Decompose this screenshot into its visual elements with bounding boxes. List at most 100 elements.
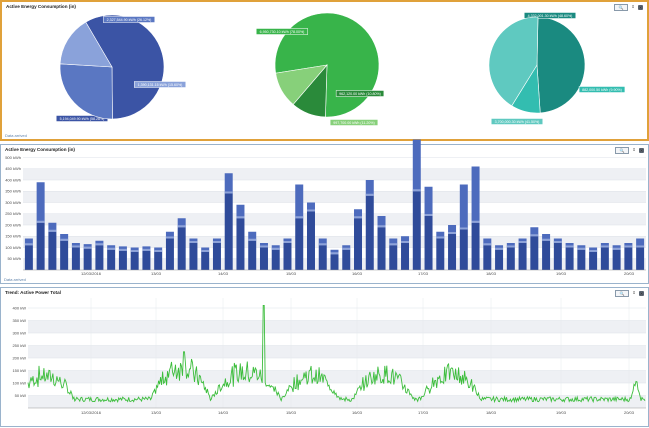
bar-top[interactable]	[577, 245, 586, 250]
bar[interactable]	[553, 243, 562, 270]
bar-top[interactable]	[330, 249, 339, 255]
bar[interactable]	[60, 240, 69, 270]
bar[interactable]	[342, 249, 351, 270]
bar-top[interactable]	[189, 238, 198, 244]
bar-top[interactable]	[365, 180, 374, 196]
pie-slice[interactable]	[59, 63, 113, 120]
bar[interactable]	[107, 249, 116, 270]
bar[interactable]	[412, 191, 421, 270]
bar-top[interactable]	[118, 246, 127, 251]
bar[interactable]	[130, 252, 139, 270]
zoom-icon[interactable]: 🔍	[615, 146, 629, 154]
bar[interactable]	[530, 236, 539, 270]
bar[interactable]	[259, 247, 268, 271]
bar-top[interactable]	[401, 236, 410, 243]
bar-top[interactable]	[212, 238, 221, 244]
pie-slice[interactable]	[275, 64, 328, 105]
pie-slice[interactable]	[59, 21, 113, 68]
close-icon[interactable]: ✕	[639, 290, 644, 296]
bar[interactable]	[436, 238, 445, 271]
bar[interactable]	[459, 229, 468, 271]
bar-top[interactable]	[71, 243, 80, 248]
bar-top[interactable]	[154, 247, 163, 253]
bar[interactable]	[24, 245, 33, 270]
bar[interactable]	[318, 245, 327, 270]
bar-top[interactable]	[318, 238, 327, 246]
bar[interactable]	[624, 247, 633, 271]
bar-top[interactable]	[306, 202, 315, 212]
bar-top[interactable]	[636, 238, 645, 248]
bar-top[interactable]	[471, 166, 480, 223]
pie-slice[interactable]	[536, 16, 586, 114]
bar-top[interactable]	[553, 238, 562, 244]
bar[interactable]	[212, 243, 221, 270]
bar-top[interactable]	[248, 231, 257, 241]
bar-top[interactable]	[236, 204, 245, 219]
bar-top[interactable]	[377, 216, 386, 228]
bar[interactable]	[71, 247, 80, 271]
bar[interactable]	[295, 218, 304, 270]
bar-top[interactable]	[448, 225, 457, 234]
bar-top[interactable]	[142, 246, 151, 251]
bar[interactable]	[48, 231, 57, 270]
bar[interactable]	[518, 243, 527, 270]
bar[interactable]	[483, 245, 492, 270]
bar[interactable]	[248, 240, 257, 270]
zoom-icon[interactable]: 🔍	[614, 3, 628, 11]
bar[interactable]	[424, 216, 433, 270]
bar-top[interactable]	[83, 244, 92, 249]
bar[interactable]	[154, 252, 163, 270]
bar-top[interactable]	[459, 184, 468, 230]
bar-top[interactable]	[495, 245, 504, 250]
bar[interactable]	[365, 195, 374, 270]
bar[interactable]	[565, 247, 574, 271]
bar-top[interactable]	[518, 238, 527, 244]
bar[interactable]	[495, 249, 504, 270]
bar[interactable]	[189, 243, 198, 270]
bar-top[interactable]	[283, 238, 292, 244]
bar[interactable]	[306, 211, 315, 271]
pin-icon[interactable]: ⇕	[632, 147, 636, 152]
bar[interactable]	[236, 218, 245, 270]
bar[interactable]	[636, 247, 645, 271]
bar-top[interactable]	[342, 245, 351, 250]
bar-top[interactable]	[600, 243, 609, 248]
bar-top[interactable]	[424, 186, 433, 216]
bar-top[interactable]	[506, 243, 515, 248]
bar[interactable]	[448, 234, 457, 270]
bar[interactable]	[389, 245, 398, 270]
bar[interactable]	[95, 245, 104, 270]
bar-top[interactable]	[436, 231, 445, 239]
bar[interactable]	[354, 218, 363, 270]
pin-icon[interactable]: ⇕	[632, 290, 636, 295]
bar-top[interactable]	[60, 234, 69, 241]
bar-top[interactable]	[36, 182, 45, 223]
bar-top[interactable]	[165, 231, 174, 239]
bar-top[interactable]	[259, 243, 268, 248]
bar[interactable]	[165, 238, 174, 271]
close-icon[interactable]: ✕	[638, 4, 643, 10]
bar-top[interactable]	[612, 245, 621, 250]
bar[interactable]	[118, 250, 127, 270]
pie-slice[interactable]	[488, 16, 539, 107]
bar[interactable]	[283, 243, 292, 270]
bar[interactable]	[271, 249, 280, 270]
bar-top[interactable]	[130, 247, 139, 253]
bar-top[interactable]	[224, 173, 233, 194]
bar[interactable]	[612, 249, 621, 270]
bar-top[interactable]	[95, 240, 104, 246]
bar-top[interactable]	[354, 209, 363, 219]
bar-top[interactable]	[530, 227, 539, 237]
bar[interactable]	[542, 240, 551, 270]
bar-top[interactable]	[542, 234, 551, 241]
bar-top[interactable]	[201, 247, 210, 253]
bar-top[interactable]	[565, 243, 574, 248]
bar[interactable]	[201, 252, 210, 270]
bar[interactable]	[36, 222, 45, 270]
bar[interactable]	[401, 243, 410, 270]
zoom-icon[interactable]: 🔍	[615, 289, 629, 297]
bar[interactable]	[600, 247, 609, 271]
bar[interactable]	[589, 252, 598, 270]
bar-top[interactable]	[412, 139, 421, 192]
pie-slice[interactable]	[85, 14, 165, 120]
